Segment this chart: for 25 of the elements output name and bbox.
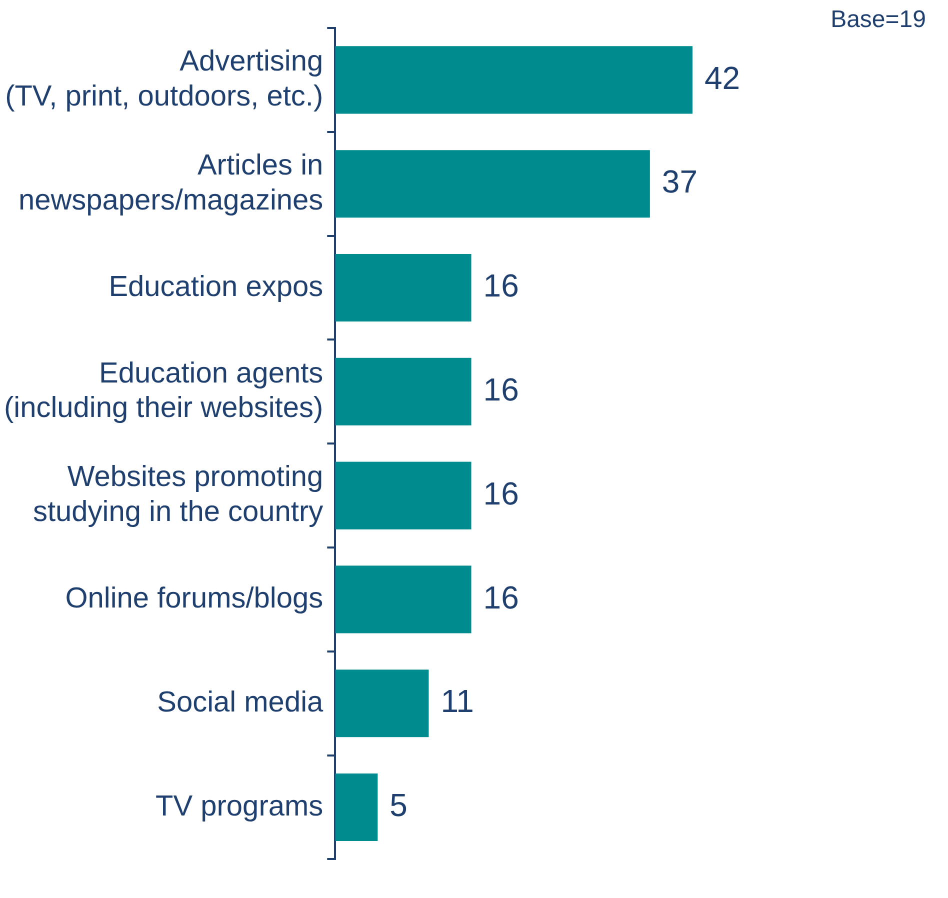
bar [335,773,378,842]
y-tick-label: Education agents (including their websites) [4,357,324,424]
bar [335,150,650,218]
bar [335,358,472,426]
bar [335,462,472,530]
data-label: 42 [704,60,740,96]
bar [335,566,472,634]
data-label: 11 [440,683,474,720]
data-label: 16 [483,371,519,408]
data-label: 5 [390,787,408,824]
text: Base=19 [830,6,926,34]
y-tick-label: Education expos [108,270,324,303]
bar [335,254,472,322]
bar [335,46,692,114]
y-tick-label: TV programs [156,790,324,822]
y-tick-label: Advertising (TV, print, outdoors, etc.) [5,46,324,112]
bar [335,670,429,738]
data-label: 16 [483,579,519,616]
data-label: 16 [483,268,519,304]
y-tick-label: Online forums/blogs [65,582,324,614]
y-tick-label: Websites promoting studying in the country [32,461,324,528]
y-tick-label: Social media [157,686,324,718]
data-label: 16 [483,475,519,512]
data-label: 37 [662,164,698,200]
y-tick-label: Articles in newspapers/magazines [18,149,324,216]
